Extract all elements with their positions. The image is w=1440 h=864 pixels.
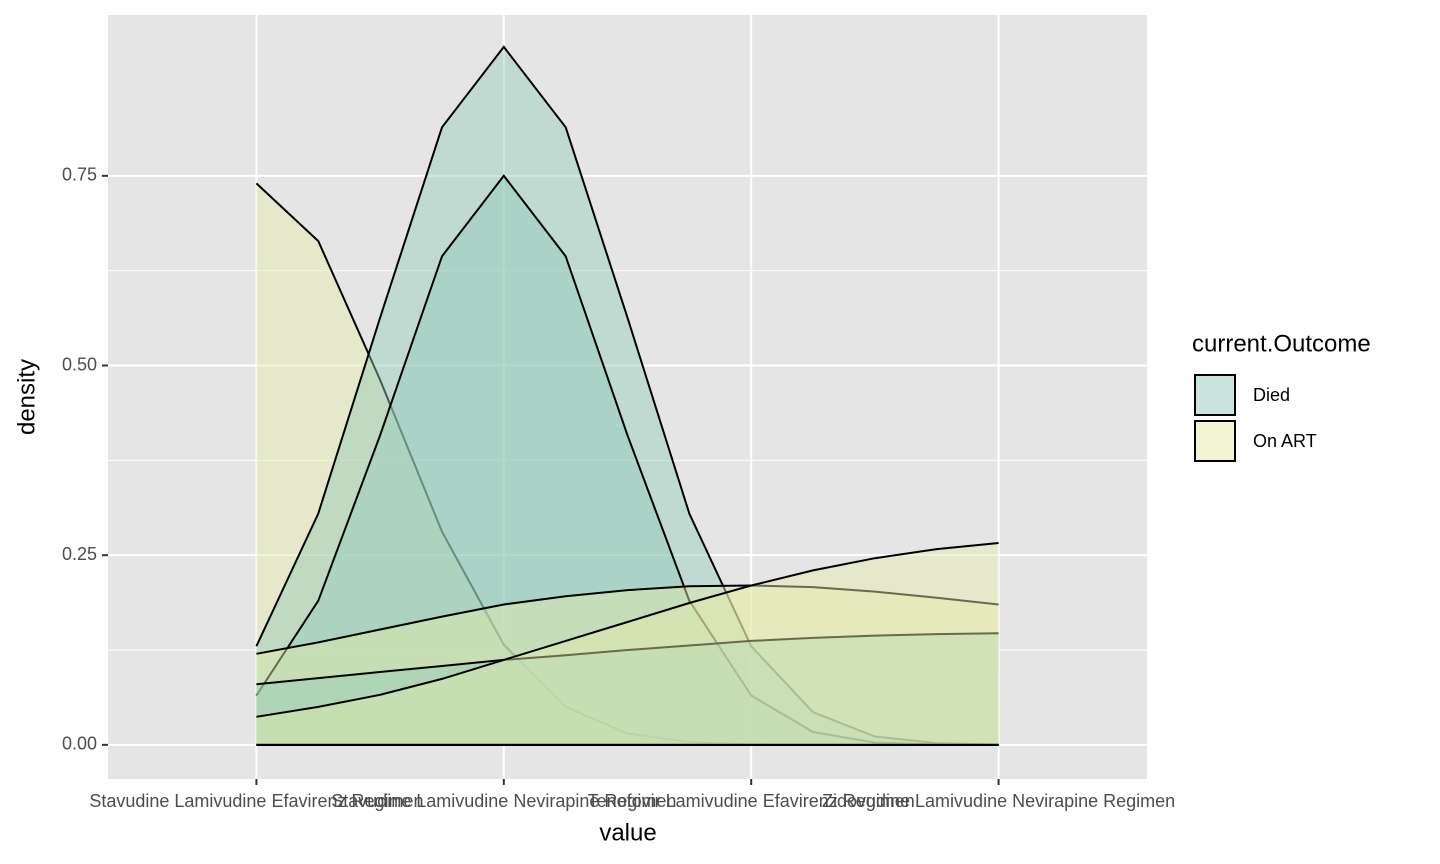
y-tick-label: 0.25 [62, 544, 97, 564]
y-tick-label: 0.00 [62, 734, 97, 754]
legend-key [1194, 374, 1236, 416]
density-area [256, 183, 999, 745]
legend-label: On ART [1253, 431, 1317, 451]
x-axis-label: value [599, 819, 656, 846]
y-axis-label: density [13, 359, 40, 435]
legend-title: current.Outcome [1192, 330, 1371, 357]
density-line [256, 632, 999, 686]
panel [108, 15, 1147, 779]
density-line [255, 45, 999, 746]
density-line [256, 584, 999, 655]
legend-key [1194, 420, 1236, 462]
x-tick-label: Zidovudine Lamivudine Nevirapine Regimen [822, 791, 1175, 811]
density-area [256, 633, 999, 745]
density-area [256, 46, 999, 745]
density-area [256, 175, 999, 745]
y-tick-label: 0.50 [62, 354, 97, 374]
x-tick-label: Stavudine Lamivudine Nevirapine Regimen [331, 791, 676, 811]
legend-label: Died [1253, 385, 1290, 405]
x-tick-label: Stavudine Lamivudine Efavirenz Regimen [89, 791, 423, 811]
y-tick-label: 0.75 [62, 165, 97, 185]
density-area [256, 543, 999, 745]
density-line [255, 174, 999, 746]
density-area [256, 585, 999, 745]
x-tick-label: Tenofovir Lamivudine Efavirenz Regimen [588, 791, 915, 811]
density-line [256, 542, 999, 718]
